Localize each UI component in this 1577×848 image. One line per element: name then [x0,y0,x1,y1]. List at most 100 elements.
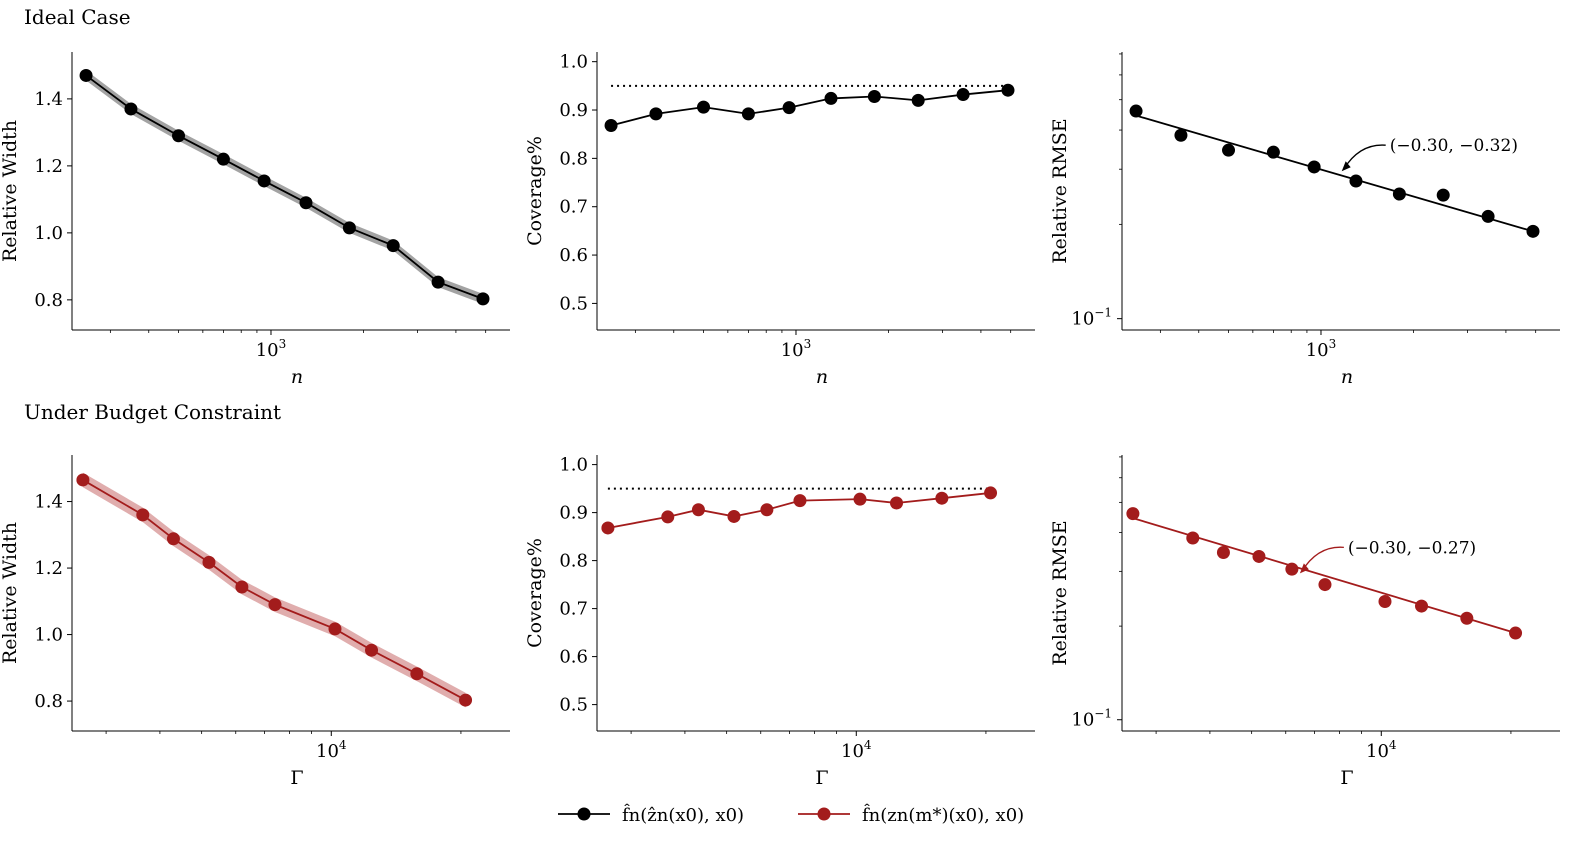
data-point [136,508,150,522]
y-tick-label: 0.9 [559,503,588,524]
x-tick-label: 104 [316,738,347,762]
y-tick-label: 0.9 [559,100,588,121]
y-tick-label: 1.0 [34,223,63,244]
data-point [299,196,313,210]
y-tick-label: 1.0 [34,625,63,646]
data-point [1526,224,1540,238]
data-point [1481,209,1495,223]
y-axis-label: Relative RMSE [1049,118,1071,263]
data-point [956,88,970,102]
y-tick-label: 0.5 [559,695,588,716]
x-axis-label: n [1341,366,1353,388]
x-axis-label: n [816,366,828,388]
y-axis-label: Relative RMSE [1049,520,1071,665]
x-tick-label: 103 [781,337,812,361]
data-point [342,221,356,235]
data-point [1509,626,1523,640]
y-tick-label: 1.0 [559,52,588,73]
y-tick-label: 1.0 [559,455,588,476]
y-axis-label: Coverage% [524,538,546,648]
annotation-arrowhead [1299,563,1309,574]
annotation-arrow [1301,546,1344,572]
data-point [79,68,93,82]
legend: f̂n(ẑn(x0), x0) f̂n(zn(m*)(x0), x0) [558,803,1024,826]
data-point [1186,531,1200,545]
data-point [410,667,424,681]
data-point [649,107,663,121]
data-point [793,494,807,508]
y-tick-label: 0.5 [559,293,588,314]
y-tick-label: 1.2 [34,156,63,177]
x-tick-label: 103 [1306,337,1337,361]
section-title-ideal: Ideal Case [24,5,131,29]
data-point [1252,549,1266,563]
y-tick-label: 0.8 [559,148,588,169]
y-axis-label: Relative Width [0,120,21,262]
data-point [1392,187,1406,201]
data-point [727,509,741,523]
y-tick-label: 0.7 [559,599,588,620]
legend-label-black: f̂n(ẑn(x0), x0) [622,803,744,826]
data-point [1222,143,1236,157]
legend-marker-black [577,807,591,821]
x-axis-label: Γ [290,767,303,789]
data-point [1460,611,1474,625]
data-point [257,174,271,188]
data-point [76,473,90,487]
data-point [1216,545,1230,559]
y-tick-label: 0.8 [34,691,63,712]
x-axis-label: Γ [1340,767,1353,789]
data-point [697,100,711,114]
annotation-arrowhead [1341,161,1351,172]
data-point [691,503,705,517]
data-point [268,598,282,612]
data-point [1266,145,1280,159]
data-point [1307,160,1321,174]
fit-annotation: (−0.30, −0.32) [1390,136,1518,156]
data-point [760,503,774,517]
series-line [607,492,991,529]
series-line [85,74,484,300]
fit-annotation: (−0.30, −0.27) [1348,538,1476,558]
section-title-budget: Under Budget Constraint [24,400,281,424]
series-line [82,479,466,701]
data-point [984,486,998,500]
data-point [328,622,342,636]
y-tick-label: 0.6 [559,245,588,266]
chart-budget-rmse: 10−1 104 Γ Relative RMSE (−0.30, −0.27) [1049,455,1560,789]
confidence-band [86,70,483,304]
y-axis-label: Coverage% [524,136,546,246]
y-tick-label: 1.4 [34,492,63,513]
data-point [386,239,400,253]
data-point [890,496,904,510]
data-point [202,555,216,569]
data-point [1318,578,1332,592]
data-point [935,491,949,505]
data-point [1349,174,1363,188]
data-point [124,102,138,116]
data-point [782,101,796,115]
y-axis-label: Relative Width [0,522,21,664]
data-point [604,118,618,132]
data-point [365,643,379,657]
y-tick-label: 10−1 [1071,306,1112,330]
data-point [431,275,445,289]
data-point [1285,562,1299,576]
data-point [476,292,490,306]
data-point [235,580,249,594]
annotation-arrow [1343,144,1386,170]
y-tick-label: 0.8 [559,551,588,572]
data-point [661,510,675,524]
x-axis-label: n [291,366,303,388]
x-tick-label: 104 [841,738,872,762]
series-line [610,89,1009,127]
data-point [911,93,925,107]
chart-budget-width: 0.8 1.0 1.2 1.4 104 Γ Relative Width [0,455,510,789]
x-tick-label: 104 [1366,738,1397,762]
data-point [1415,599,1429,613]
data-point [459,693,473,707]
